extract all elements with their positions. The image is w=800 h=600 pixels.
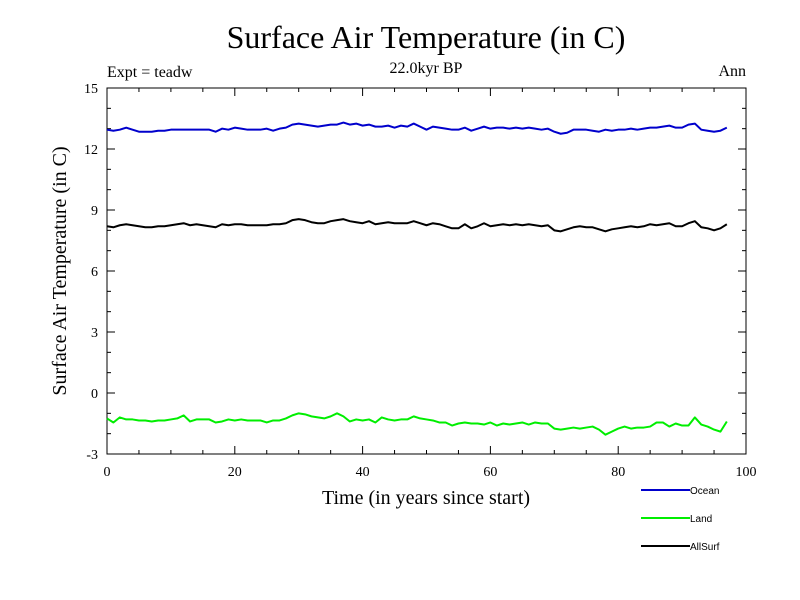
y-tick-label: 3	[91, 326, 98, 341]
y-tick-label: -3	[86, 448, 98, 463]
x-tick-label: 80	[611, 465, 625, 480]
x-tick-label: 60	[483, 465, 497, 480]
x-tick-label: 40	[356, 465, 370, 480]
axis-ticks	[106, 87, 747, 455]
plot-frame	[106, 87, 747, 455]
x-tick-label: 20	[228, 465, 242, 480]
y-tick-labels: -3 0 3 6 9 12 15	[84, 82, 98, 463]
series-line-ocean	[106, 121, 728, 135]
series-lines	[106, 121, 728, 436]
legend-label-land: Land	[690, 514, 712, 525]
legend-label-allsurf: AllSurf	[690, 542, 720, 553]
period-label: Ann	[718, 63, 746, 80]
chart-subtitle: 22.0kyr BP	[390, 60, 463, 77]
y-tick-label: 15	[84, 82, 98, 97]
y-tick-label: 9	[91, 204, 98, 219]
series-line-allsurf	[106, 218, 728, 233]
legend-label-ocean: Ocean	[690, 486, 719, 497]
legend: Ocean Land AllSurf	[641, 486, 720, 553]
series-line-land	[106, 412, 728, 436]
y-tick-label: 12	[84, 143, 98, 158]
x-tick-label: 100	[736, 465, 757, 480]
y-axis-label: Surface Air Temperature (in C)	[49, 146, 71, 395]
y-tick-label: 6	[91, 265, 98, 280]
x-axis-label: Time (in years since start)	[322, 487, 530, 509]
y-tick-label: 0	[91, 387, 98, 402]
experiment-label: Expt = teadw	[107, 64, 193, 81]
chart-title: Surface Air Temperature (in C)	[227, 19, 626, 55]
x-tick-label: 0	[104, 465, 111, 480]
x-tick-labels: 0 20 40 60 80 100	[104, 465, 757, 480]
